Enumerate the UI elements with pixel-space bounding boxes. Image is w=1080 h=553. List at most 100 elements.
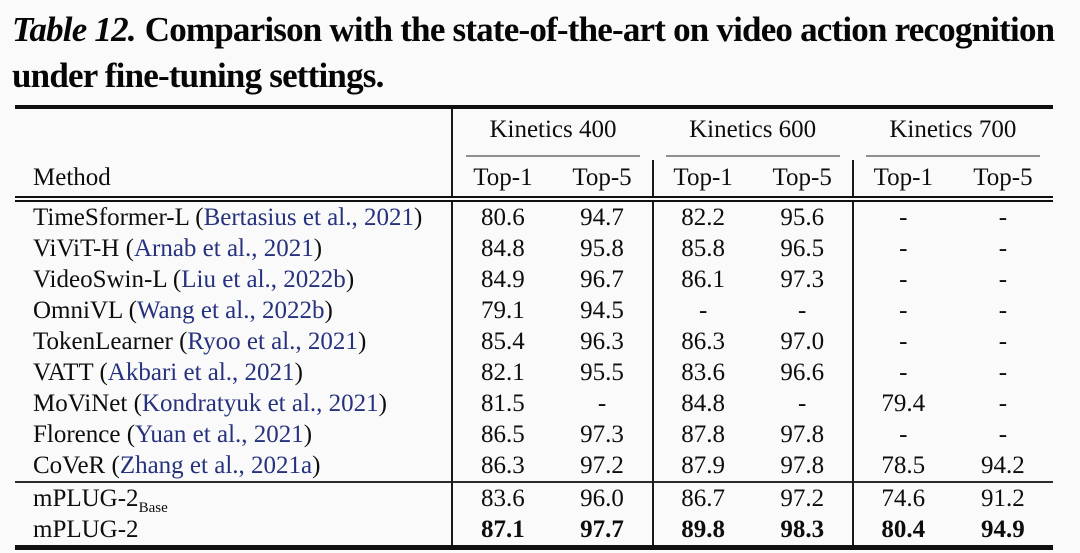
- table-row: CoVeR (Zhang et al., 2021a) 86.3 97.2 87.9 9…: [15, 450, 1053, 482]
- value-cell: 79.1: [451, 295, 553, 326]
- method-name: ViViT-H: [33, 235, 120, 262]
- value-cell: 78.5: [851, 450, 953, 482]
- citation-link[interactable]: Arnab et al., 2021: [133, 235, 314, 262]
- method-cell: VATT (Akbari et al., 2021): [33, 359, 303, 386]
- group-kinetics-700: Kinetics 700: [853, 107, 1053, 160]
- citation-link[interactable]: Wang et al., 2022b: [136, 297, 325, 324]
- table-row: VideoSwin-L (Liu et al., 2022b) 84.9 96.7 8…: [15, 264, 1053, 295]
- citation-link[interactable]: Yuan et al., 2021: [135, 421, 304, 448]
- citation-link[interactable]: Liu et al., 2022b: [181, 266, 346, 293]
- value-cell: 80.4: [851, 514, 953, 548]
- value-cell: -: [798, 297, 807, 324]
- method-name: mPLUG-2: [33, 485, 139, 512]
- value-cell: 87.1: [451, 514, 553, 548]
- value-cell: 85.8: [651, 233, 753, 264]
- top5-column-header: Top-5: [552, 160, 653, 202]
- value-cell: -: [851, 233, 953, 264]
- value-cell: 97.7: [580, 516, 624, 543]
- value-cell: 97.0: [780, 328, 825, 355]
- method-cell: MoViNet (Kondratyuk et al., 2021): [33, 390, 387, 417]
- group-kinetics-400: Kinetics 400: [451, 107, 653, 160]
- citation-link[interactable]: Zhang et al., 2021a: [119, 452, 313, 479]
- citation-link[interactable]: Bertasius et al., 2021: [203, 204, 414, 231]
- value-cell: -: [798, 390, 807, 417]
- method-cell: Florence (Yuan et al., 2021): [33, 421, 313, 448]
- value-cell: -: [851, 326, 953, 357]
- method-name: mPLUG-2: [33, 516, 139, 543]
- method-cell: TimeSformer-L (Bertasius et al., 2021): [33, 204, 423, 231]
- table-row: TokenLearner (Ryoo et al., 2021) 85.4 96.3…: [15, 326, 1053, 357]
- method-name: OmniVL: [33, 297, 123, 324]
- group-kinetics-600: Kinetics 600: [653, 107, 853, 160]
- value-cell: -: [851, 199, 953, 233]
- value-cell: 79.4: [851, 388, 953, 419]
- value-cell: -: [998, 421, 1008, 448]
- table-caption-text: Comparison with the state-of-the-art on …: [12, 10, 1055, 95]
- method-column-header: Method: [15, 160, 453, 202]
- table-caption-label: Table 12.: [12, 10, 137, 49]
- value-cell: 94.5: [580, 297, 624, 324]
- method-cell: CoVeR (Zhang et al., 2021a): [33, 452, 321, 479]
- value-cell: -: [851, 419, 953, 450]
- citation-link[interactable]: Kondratyuk et al., 2021: [141, 390, 379, 417]
- value-cell: 98.3: [780, 516, 825, 543]
- value-cell: 96.5: [780, 235, 825, 262]
- value-cell: -: [851, 295, 953, 326]
- value-cell: 86.3: [651, 326, 753, 357]
- value-cell: 97.8: [780, 421, 825, 448]
- value-cell: 96.0: [552, 481, 653, 514]
- value-cell: 84.8: [451, 233, 553, 264]
- table-caption: Table 12. Comparison with the state-of-th…: [0, 0, 1080, 98]
- value-cell: -: [651, 295, 753, 326]
- citation-link[interactable]: Akbari et al., 2021: [107, 359, 295, 386]
- method-name: MoViNet: [33, 390, 128, 417]
- top5-column-header: Top-5: [752, 160, 853, 202]
- value-cell: 84.8: [651, 388, 753, 419]
- group-kinetics-600-label: Kinetics 600: [689, 116, 817, 143]
- value-cell: -: [998, 235, 1008, 262]
- group-underline: [466, 155, 640, 157]
- value-cell: 97.8: [780, 452, 825, 479]
- value-cell: 95.8: [580, 235, 624, 262]
- value-cell: 82.1: [451, 357, 553, 388]
- method-cell: TokenLearner (Ryoo et al., 2021): [33, 328, 367, 355]
- value-cell: 96.6: [780, 359, 825, 386]
- group-underline: [665, 155, 840, 157]
- value-cell: 82.2: [651, 199, 753, 233]
- method-cell: OmniVL (Wang et al., 2022b): [33, 297, 333, 324]
- value-cell: -: [998, 390, 1008, 417]
- method-name: Florence: [33, 421, 121, 448]
- value-cell: 94.7: [580, 204, 624, 231]
- method-name: CoVeR: [33, 452, 106, 479]
- value-cell: 95.6: [780, 204, 825, 231]
- value-cell: -: [597, 390, 607, 417]
- value-cell: -: [998, 297, 1008, 324]
- value-cell: 97.3: [780, 266, 825, 293]
- method-cell: mPLUG-2: [15, 514, 452, 548]
- value-cell: 86.7: [651, 481, 753, 514]
- table-row: OmniVL (Wang et al., 2022b) 79.1 94.5- - - -: [15, 295, 1053, 326]
- table-row: VATT (Akbari et al., 2021) 82.1 95.5 83.6 96…: [15, 357, 1053, 388]
- group-kinetics-700-label: Kinetics 700: [889, 116, 1017, 143]
- value-cell: 91.2: [952, 481, 1053, 514]
- table-row: ViViT-H (Arnab et al., 2021) 84.8 95.8 85.8…: [15, 233, 1053, 264]
- method-name: VATT: [33, 359, 94, 386]
- method-cell: VideoSwin-L (Liu et al., 2022b): [33, 266, 355, 293]
- results-table-body: TimeSformer-L (Bertasius et al., 2021) 80…: [15, 199, 1053, 548]
- value-cell: 94.9: [981, 516, 1025, 543]
- value-cell: 86.3: [451, 450, 553, 482]
- value-cell: 96.7: [580, 266, 624, 293]
- citation-link[interactable]: Ryoo et al., 2021: [187, 328, 358, 355]
- top1-column-header: Top-1: [851, 160, 953, 202]
- group-underline: [865, 155, 1040, 157]
- results-table: Kinetics 400 Kinetics 600 Kinetics 700 M…: [15, 105, 1053, 550]
- table-row: mPLUG-2 87.1 97.7 89.8 98.3 80.4 94.9: [15, 514, 1053, 548]
- table-row: mPLUG-2Base 83.6 96.0 86.7 97.2 74.6 91.2: [15, 481, 1053, 516]
- value-cell: 74.6: [851, 481, 953, 514]
- table-row: TimeSformer-L (Bertasius et al., 2021) 80…: [15, 199, 1053, 233]
- value-cell: 97.3: [580, 421, 624, 448]
- value-cell: 86.5: [451, 419, 553, 450]
- value-cell: -: [998, 359, 1008, 386]
- group-kinetics-400-label: Kinetics 400: [489, 116, 617, 143]
